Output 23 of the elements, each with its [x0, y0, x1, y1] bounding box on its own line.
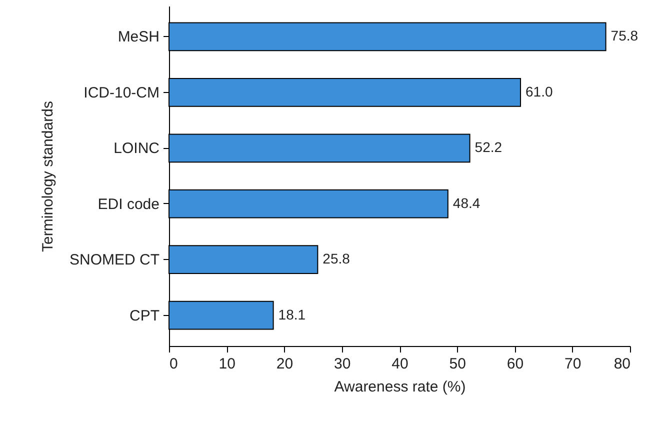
y-tick-label: LOINC [114, 140, 160, 158]
data-label: 18.1 [278, 306, 306, 322]
x-tick-label: 70 [564, 356, 582, 372]
x-tick-label: 20 [276, 356, 294, 372]
data-label: 48.4 [452, 194, 480, 211]
x-axis-title: Awareness rate (%) [334, 378, 466, 396]
x-tick-label: 50 [449, 356, 466, 372]
y-tick-label: EDI code [98, 196, 160, 213]
x-tick-label: 80 [614, 356, 630, 372]
x-tick-label: 40 [392, 356, 408, 372]
x-tick-label: 10 [218, 356, 236, 372]
data-label: 25.8 [322, 250, 350, 267]
y-tick-label: MeSH [118, 28, 160, 46]
data-label: 75.8 [610, 28, 638, 44]
y-axis-title: Terminology standards [40, 101, 56, 252]
y-tick-label: SNOMED CT [70, 252, 160, 269]
data-label: 61.0 [526, 83, 553, 100]
x-tick-label: 0 [170, 356, 178, 372]
x-tick-label: 30 [334, 356, 351, 372]
y-tick-label: ICD-10-CM [84, 84, 160, 102]
y-tick-label: CPT [130, 307, 160, 324]
data-label: 52.2 [474, 139, 502, 156]
x-tick-label: 60 [506, 356, 524, 372]
